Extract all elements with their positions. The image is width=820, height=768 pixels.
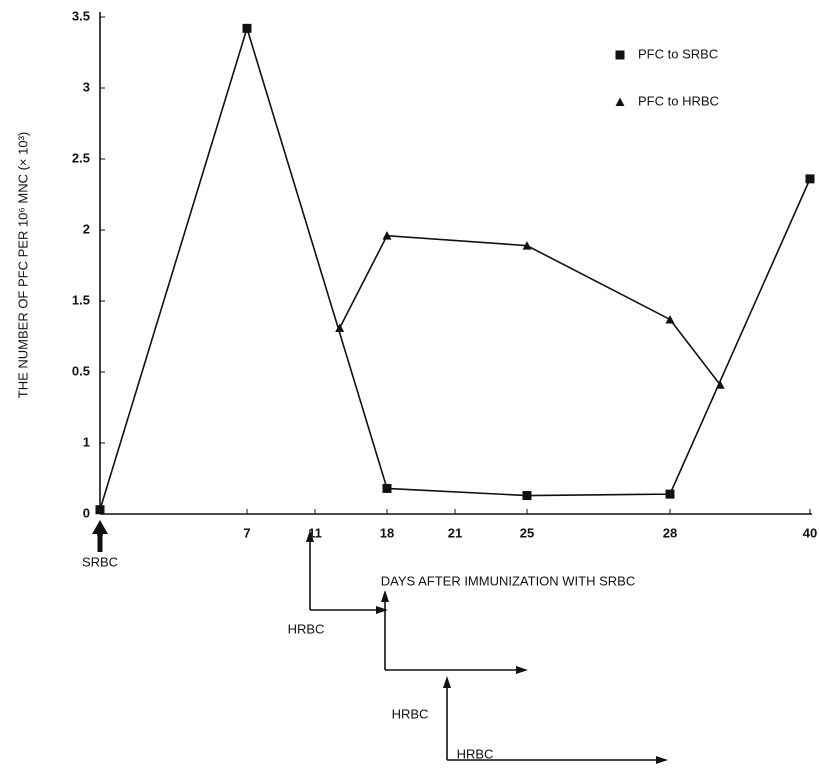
marker xyxy=(335,323,345,332)
y-tick-label: 1 xyxy=(83,434,90,449)
hrbc-arrow xyxy=(306,530,388,614)
marker xyxy=(805,174,815,184)
marker xyxy=(242,23,252,33)
y-tick-label: 1.5 xyxy=(72,292,90,307)
y-tick-label: 0 xyxy=(83,505,90,520)
legend-label: PFC to HRBC xyxy=(638,93,719,108)
hrbc-label: HRBC xyxy=(457,746,494,761)
hrbc-label: HRBC xyxy=(392,706,429,721)
marker xyxy=(95,505,105,515)
x-tick-label: 11 xyxy=(308,525,322,540)
marker xyxy=(715,380,725,389)
x-tick-label: 28 xyxy=(663,525,677,540)
series-line xyxy=(338,234,721,386)
marker xyxy=(522,241,532,250)
marker xyxy=(522,491,532,501)
srbc-arrow xyxy=(92,520,108,552)
marker xyxy=(382,231,392,240)
x-tick-label: 21 xyxy=(448,525,462,540)
x-axis-label: DAYS AFTER IMMUNIZATION WITH SRBC xyxy=(381,573,635,588)
y-tick-label: 3.5 xyxy=(72,8,90,23)
x-tick-label: 7 xyxy=(243,525,250,540)
x-tick-label: 0 xyxy=(96,525,103,540)
marker xyxy=(665,489,675,499)
y-tick-label: 2 xyxy=(83,221,90,236)
marker xyxy=(665,314,675,324)
y-tick-label: 2.5 xyxy=(72,150,90,165)
series-line xyxy=(99,25,811,510)
legend-label: PFC to SRBC xyxy=(638,46,718,61)
hrbc-arrow xyxy=(381,590,528,674)
marker xyxy=(382,483,392,493)
y-tick-label: 0.5 xyxy=(72,363,90,378)
hrbc-arrow xyxy=(443,676,668,764)
hrbc-label: HRBC xyxy=(288,621,325,636)
y-axis-label: THE NUMBER OF PFC PER 10⁶ MNC (× 10³) xyxy=(15,132,30,398)
x-tick-label: 40 xyxy=(803,525,817,540)
legend-marker xyxy=(615,97,625,106)
legend-marker xyxy=(615,50,625,60)
y-tick-label: 3 xyxy=(83,79,90,94)
x-tick-label: 18 xyxy=(380,525,394,540)
srbc-label: SRBC xyxy=(82,554,118,569)
x-tick-label: 25 xyxy=(520,525,534,540)
